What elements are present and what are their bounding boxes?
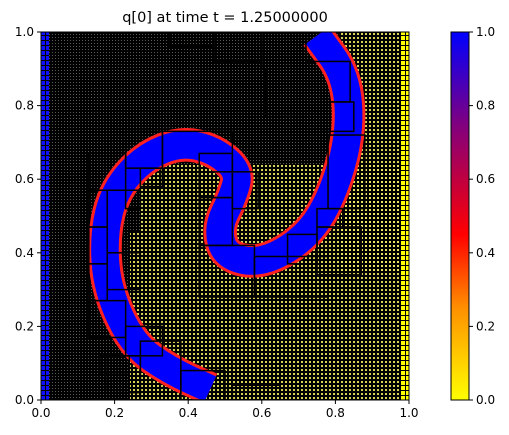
refinement-patch [169, 32, 215, 48]
refinement-patch [88, 152, 127, 191]
spiral-band [88, 32, 366, 400]
refinement-patch [139, 340, 182, 400]
refinement-patch [213, 32, 263, 63]
refinement-patch [231, 171, 259, 210]
x-tick-label: 0.6 [252, 406, 271, 420]
y-axis: 0.0 0.2 0.4 0.6 0.8 1.0 [15, 25, 41, 407]
refinement-patch [198, 244, 256, 298]
band-core [91, 32, 363, 400]
plot-frame [40, 31, 410, 401]
y-tick-label: 0.4 [15, 246, 34, 260]
refinement-patch [198, 196, 234, 247]
right-edge-patch [401, 32, 409, 400]
y-tick-label: 0.0 [15, 393, 34, 407]
colorbar-tick-label: 0.6 [476, 172, 495, 186]
colorbar-gradient [450, 31, 470, 401]
refinement-patch [88, 226, 108, 265]
y-tick-label: 1.0 [15, 25, 34, 39]
refinement-patch [327, 134, 366, 210]
refinement-patch [286, 233, 318, 265]
x-axis: 0.0 0.2 0.4 0.6 0.8 1.0 [31, 400, 419, 420]
refinement-patch [106, 252, 142, 291]
x-tick-label: 0.0 [31, 406, 50, 420]
colorbar: 0.0 0.2 0.4 0.6 0.8 1.0 [450, 25, 495, 407]
refinement-patch [319, 101, 355, 133]
refinement-patch [264, 68, 307, 118]
x-tick-label: 0.8 [326, 406, 345, 420]
refinement-patches [41, 32, 409, 400]
x-tick-label: 0.4 [179, 406, 198, 420]
refinement-patch [88, 263, 108, 302]
refinement-patch [139, 167, 164, 188]
colorbar-tick-label: 0.2 [476, 319, 495, 333]
refinement-patch [161, 130, 234, 173]
chart-title: q[0] at time t = 1.25000000 [122, 10, 328, 26]
y-tick-label: 0.6 [15, 172, 34, 186]
colorbar-tick-label: 1.0 [476, 25, 495, 39]
refinement-patch [124, 130, 164, 169]
colorbar-tick-label: 0.8 [476, 99, 495, 113]
left-edge-patch [41, 32, 49, 400]
y-tick-label: 0.2 [15, 319, 34, 333]
plot-area [41, 32, 409, 400]
colorbar-ticks: 0.0 0.2 0.4 0.6 0.8 1.0 [469, 25, 495, 407]
refinement-patch [253, 255, 329, 298]
colorbar-tick-label: 0.0 [476, 393, 495, 407]
refinement-patch [316, 207, 344, 228]
refinement-patch [231, 384, 281, 400]
y-tick-label: 0.8 [15, 99, 34, 113]
x-tick-label: 0.2 [105, 406, 124, 420]
refinement-patch [305, 60, 351, 103]
colorbar-tick-label: 0.4 [476, 246, 495, 260]
refinement-patch [124, 189, 142, 210]
refinement-patch [261, 32, 307, 70]
x-tick-label: 1.0 [399, 406, 418, 420]
refinement-patch [106, 355, 142, 394]
refinement-patch [180, 369, 226, 400]
refinement-patch [88, 189, 108, 228]
refinement-patch [88, 299, 127, 339]
